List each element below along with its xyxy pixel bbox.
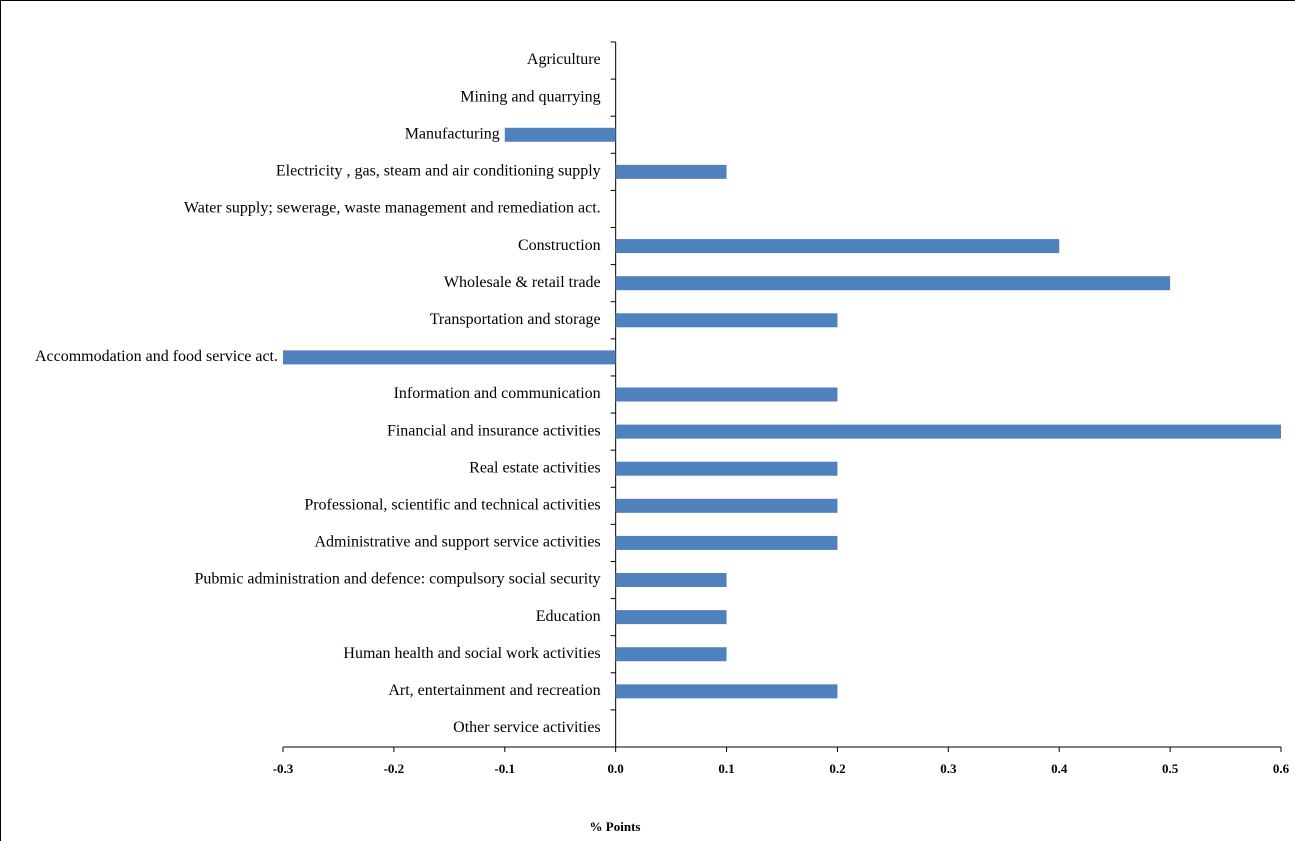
x-tick-label: 0.5 [1162, 761, 1179, 776]
bar [615, 610, 727, 625]
y-tick-label: Transportation and storage [430, 311, 601, 328]
bar [615, 387, 838, 402]
bar [615, 647, 727, 662]
bar [615, 424, 1281, 439]
y-tick-label: Education [536, 608, 601, 625]
bar [283, 350, 616, 365]
x-tick-label: 0.3 [940, 761, 957, 776]
y-tick-label: Manufacturing [405, 125, 500, 142]
x-tick-label: -0.2 [384, 761, 405, 776]
y-tick-label: Agriculture [527, 51, 601, 68]
bar [615, 164, 727, 179]
y-tick-label: Art, entertainment and recreation [388, 682, 600, 699]
x-tick-label: 0.6 [1273, 761, 1290, 776]
y-tick-label: Wholesale & retail trade [444, 274, 601, 291]
bar [615, 535, 838, 550]
y-tick-label: Financial and insurance activities [387, 422, 601, 439]
y-tick-label: Information and communication [394, 385, 601, 402]
y-tick-label: Accommodation and food service act. [35, 348, 278, 365]
y-tick-label: Water supply; sewerage, waste management… [184, 200, 601, 217]
y-tick-label: Construction [518, 237, 601, 254]
y-tick-label: Electricity , gas, steam and air conditi… [276, 163, 601, 180]
y-tick-label: Mining and quarrying [460, 88, 600, 105]
bar [615, 276, 1171, 291]
bar [504, 127, 616, 142]
bar [615, 461, 838, 476]
y-tick-label: Other service activities [453, 719, 601, 736]
x-tick-label: 0.0 [608, 761, 624, 776]
x-tick-label: -0.1 [494, 761, 515, 776]
x-tick-label: 0.1 [718, 761, 734, 776]
x-tick-label: 0.2 [829, 761, 845, 776]
y-tick-label: Human health and social work activities [343, 645, 600, 662]
bar [615, 573, 727, 588]
bar [615, 498, 838, 513]
x-tick-label: -0.3 [273, 761, 294, 776]
x-tick-label: 0.4 [1051, 761, 1068, 776]
y-tick-label: Real estate activities [469, 459, 601, 476]
y-tick-label: Pubmic administration and defence: compu… [195, 571, 601, 588]
y-tick-label: Administrative and support service activ… [315, 534, 601, 551]
bar [615, 684, 838, 699]
x-axis-title: % Points [590, 819, 641, 834]
bar [615, 313, 838, 328]
bar [615, 239, 1060, 254]
y-tick-label: Professional, scientific and technical a… [304, 496, 600, 513]
